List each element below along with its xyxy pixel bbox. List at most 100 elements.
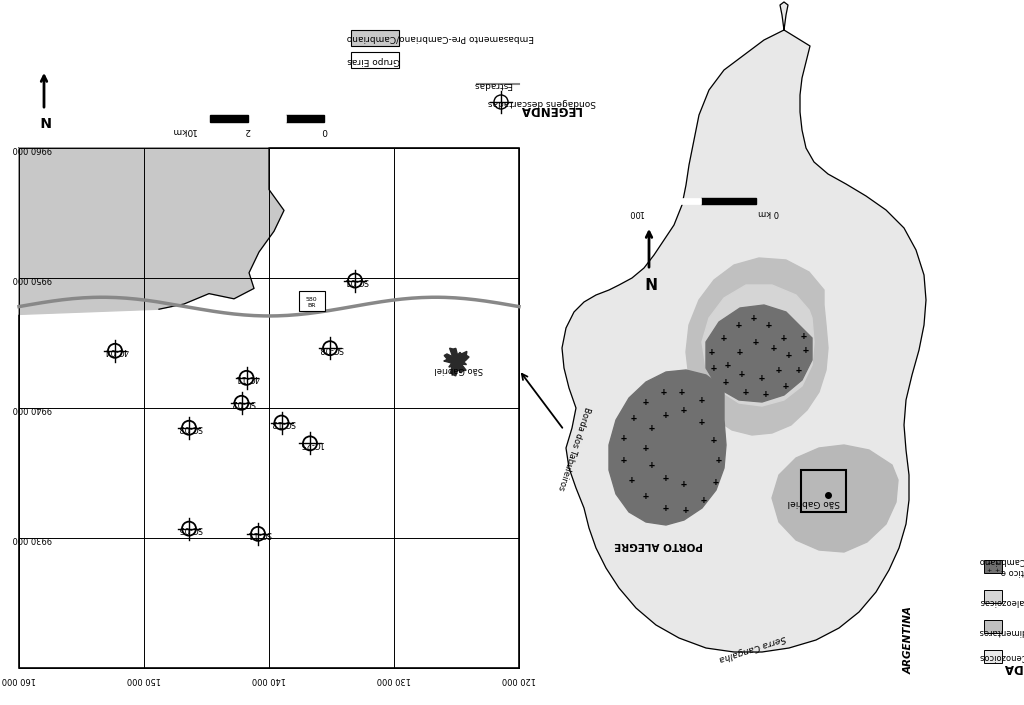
Text: Estradas: Estradas bbox=[473, 80, 512, 89]
Text: N: N bbox=[38, 113, 50, 127]
Text: +: + bbox=[986, 561, 991, 566]
Text: +: + bbox=[771, 343, 777, 353]
Text: SC-05: SC-05 bbox=[178, 524, 203, 533]
Text: +: + bbox=[739, 369, 744, 379]
Text: +: + bbox=[622, 433, 627, 443]
Text: LEGENDA: LEGENDA bbox=[1002, 661, 1024, 675]
Text: +: + bbox=[643, 443, 649, 453]
Text: +: + bbox=[664, 410, 669, 420]
Text: +: + bbox=[701, 495, 707, 505]
Text: 4C-04: 4C-04 bbox=[104, 346, 129, 355]
Polygon shape bbox=[702, 285, 814, 406]
Text: 9950 000: 9950 000 bbox=[13, 274, 52, 283]
Text: +: + bbox=[801, 331, 807, 341]
Text: N: N bbox=[643, 273, 655, 288]
Text: +: + bbox=[766, 320, 772, 330]
Text: +: + bbox=[643, 397, 649, 407]
Text: São Gabriel: São Gabriel bbox=[434, 364, 483, 374]
Text: Embasamento Cristalino-sialistico e
Metamorficos Pre-Cambriano/Cambriano: Embasamento Cristalino-sialistico e Meta… bbox=[980, 557, 1024, 576]
Text: Sondagens descartadas: Sondagens descartadas bbox=[488, 97, 596, 106]
Text: 10km: 10km bbox=[170, 125, 196, 135]
Text: +: + bbox=[763, 389, 769, 399]
Text: +: + bbox=[662, 387, 667, 397]
Text: SC-03: SC-03 bbox=[178, 423, 203, 432]
Text: 9940 000: 9940 000 bbox=[13, 403, 52, 412]
Text: +: + bbox=[796, 365, 802, 375]
Text: SC-08: SC-08 bbox=[319, 344, 344, 352]
Text: PORTO ALEGRE: PORTO ALEGRE bbox=[614, 540, 703, 550]
Bar bbox=[210, 115, 248, 122]
Text: SC-13: SC-13 bbox=[270, 418, 295, 427]
Polygon shape bbox=[19, 148, 284, 314]
Text: 0 km: 0 km bbox=[758, 207, 779, 216]
Text: +: + bbox=[643, 491, 649, 501]
Text: +: + bbox=[629, 475, 635, 485]
Text: +: + bbox=[751, 313, 757, 323]
Text: +: + bbox=[649, 423, 655, 433]
Bar bbox=[286, 115, 324, 122]
Bar bbox=[701, 198, 756, 204]
Text: SC-01: SC-01 bbox=[344, 276, 369, 285]
Text: 160 000: 160 000 bbox=[2, 675, 36, 684]
Polygon shape bbox=[609, 370, 726, 525]
Text: +: + bbox=[681, 405, 687, 415]
Text: +: + bbox=[699, 417, 705, 427]
Bar bbox=[248, 115, 286, 122]
Polygon shape bbox=[562, 30, 926, 652]
Text: +: + bbox=[737, 347, 743, 357]
Polygon shape bbox=[443, 348, 469, 376]
Text: +: + bbox=[664, 503, 669, 513]
Text: 9930 000: 9930 000 bbox=[13, 534, 52, 543]
Text: +: + bbox=[994, 568, 999, 573]
Text: 140 000: 140 000 bbox=[252, 675, 286, 684]
Text: Rochas Vulcano-sedimentares
Mesozoicas: Rochas Vulcano-sedimentares Mesozoicas bbox=[980, 617, 1024, 636]
Text: ARGENTINA: ARGENTINA bbox=[904, 606, 914, 674]
Text: LEGENDA: LEGENDA bbox=[519, 104, 582, 116]
Text: São Gabriel: São Gabriel bbox=[787, 498, 840, 508]
Text: +: + bbox=[743, 387, 749, 397]
Text: +: + bbox=[994, 561, 999, 566]
Text: +: + bbox=[986, 568, 991, 573]
Text: Serra Cangalha: Serra Cangalha bbox=[718, 633, 786, 663]
Bar bbox=[984, 590, 1002, 603]
Text: +: + bbox=[725, 360, 731, 370]
Text: +: + bbox=[723, 377, 729, 387]
Text: 9960 000: 9960 000 bbox=[13, 144, 52, 152]
Text: Sedimentos Cenozoicos: Sedimentos Cenozoicos bbox=[980, 652, 1024, 661]
Text: 580: 580 bbox=[306, 297, 317, 302]
Polygon shape bbox=[772, 445, 898, 552]
Text: 120 000: 120 000 bbox=[502, 675, 536, 684]
Text: +: + bbox=[759, 373, 765, 383]
Text: SC-02: SC-02 bbox=[230, 398, 255, 407]
Text: +: + bbox=[664, 473, 669, 483]
Bar bbox=[984, 560, 1002, 573]
Text: Embasamento Pre-Cambriano/Cambriano: Embasamento Pre-Cambriano/Cambriano bbox=[347, 34, 535, 42]
Text: 2: 2 bbox=[245, 125, 251, 135]
Text: +: + bbox=[776, 365, 782, 375]
Text: BR: BR bbox=[307, 303, 315, 308]
Polygon shape bbox=[706, 305, 812, 402]
Text: +: + bbox=[803, 345, 809, 355]
Text: SC-11: SC-11 bbox=[247, 529, 271, 539]
Bar bbox=[646, 198, 701, 204]
Bar bbox=[984, 650, 1002, 663]
Bar bbox=[19, 148, 519, 668]
Bar bbox=[984, 620, 1002, 633]
Text: 4C-11: 4C-11 bbox=[236, 374, 260, 382]
Text: +: + bbox=[781, 333, 786, 343]
Text: Rochas sedimentares Paleozoicas
Mesozoicas: Rochas sedimentares Paleozoicas Mesozoic… bbox=[980, 587, 1024, 606]
Text: +: + bbox=[721, 333, 727, 343]
Bar bbox=[299, 291, 325, 312]
Bar bbox=[351, 52, 399, 68]
Text: +: + bbox=[631, 413, 637, 423]
Text: +: + bbox=[736, 320, 742, 330]
Text: 0: 0 bbox=[322, 125, 327, 135]
Text: +: + bbox=[679, 387, 685, 397]
Text: 150 000: 150 000 bbox=[127, 675, 161, 684]
Bar bbox=[351, 30, 399, 46]
Text: +: + bbox=[622, 455, 627, 465]
Text: 100: 100 bbox=[629, 207, 644, 216]
Text: +: + bbox=[699, 395, 705, 405]
Text: +: + bbox=[709, 347, 715, 357]
Text: 130 000: 130 000 bbox=[377, 675, 411, 684]
